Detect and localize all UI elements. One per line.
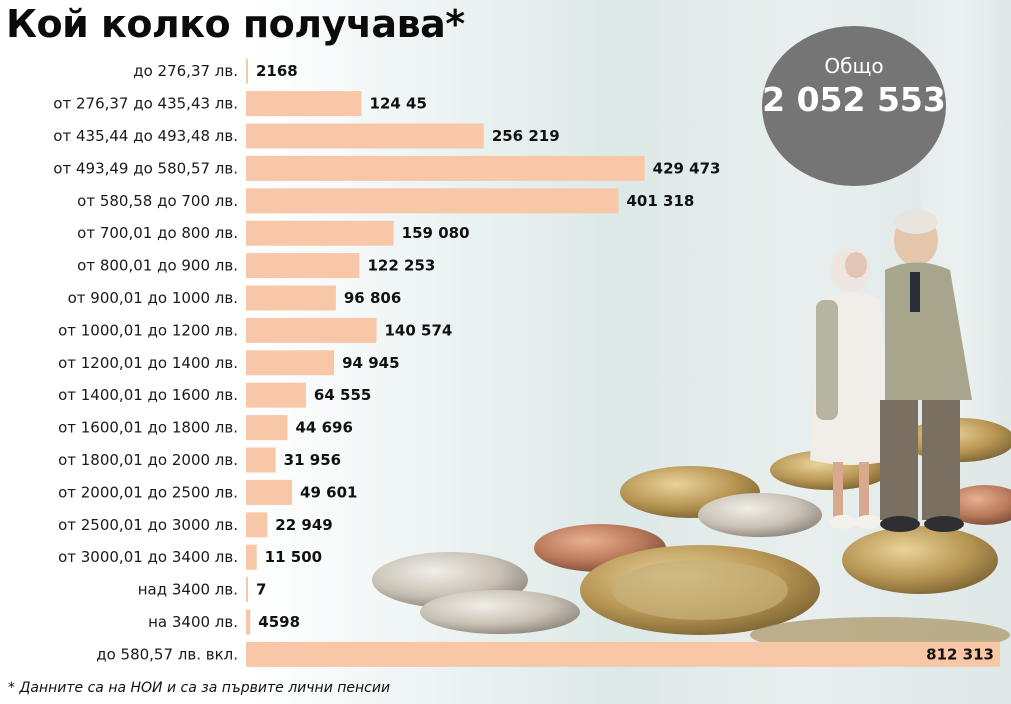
bar xyxy=(246,350,335,376)
category-label: от 435,44 до 493,48 лв. xyxy=(53,127,238,145)
value-label: 7 xyxy=(256,581,266,599)
value-label: 122 253 xyxy=(367,257,435,275)
bar xyxy=(246,155,645,181)
value-label: 256 219 xyxy=(492,127,560,145)
total-value: 2 052 553 xyxy=(762,80,946,119)
value-label: 31 956 xyxy=(284,451,341,469)
category-label: от 700,01 до 800 лв. xyxy=(77,224,238,242)
category-label: от 493,49 до 580,57 лв. xyxy=(53,159,238,177)
bar xyxy=(246,220,394,246)
category-label: от 1200,01 до 1400 лв. xyxy=(58,354,238,372)
bar xyxy=(246,641,1000,667)
category-label: до 580,57 лв. вкл. xyxy=(96,645,238,663)
category-label: от 580,58 до 700 лв. xyxy=(77,192,238,210)
footnote: * Данните са на НОИ и са за първите личн… xyxy=(8,680,391,696)
total-badge: Общо 2 052 553 xyxy=(762,26,946,186)
value-label: 140 574 xyxy=(384,321,452,339)
bar xyxy=(246,577,248,603)
value-label: 96 806 xyxy=(344,289,401,307)
category-label: от 276,37 до 435,43 лв. xyxy=(53,95,238,113)
bar xyxy=(246,609,251,635)
bar xyxy=(246,512,268,538)
value-label: 124 45 xyxy=(370,95,427,113)
elderly-couple-figurines xyxy=(810,210,972,532)
category-label: на 3400 лв. xyxy=(148,613,238,631)
bar xyxy=(246,415,288,441)
category-label: от 2000,01 до 2500 лв. xyxy=(58,483,238,501)
category-label: от 1400,01 до 1600 лв. xyxy=(58,386,238,404)
value-label: 64 555 xyxy=(314,386,371,404)
category-label: от 1000,01 до 1200 лв. xyxy=(58,321,238,339)
chart-title: Кой колко получава* xyxy=(6,2,465,46)
value-label: 429 473 xyxy=(653,159,721,177)
bar xyxy=(246,317,377,343)
category-label: от 900,01 до 1000 лв. xyxy=(68,289,238,307)
value-label: 2168 xyxy=(256,62,298,80)
category-label: от 1600,01 до 1800 лв. xyxy=(58,419,238,437)
category-label: от 1800,01 до 2000 лв. xyxy=(58,451,238,469)
category-label: до 276,37 лв. xyxy=(133,62,238,80)
category-label: от 2500,01 до 3000 лв. xyxy=(58,516,238,534)
value-label: 4598 xyxy=(258,613,300,631)
value-label: 44 696 xyxy=(295,419,352,437)
bar xyxy=(246,285,336,311)
value-label: 159 080 xyxy=(402,224,470,242)
value-label: 11 500 xyxy=(265,548,322,566)
bar xyxy=(246,58,249,84)
value-label: 401 318 xyxy=(627,192,695,210)
bar xyxy=(246,447,276,473)
bar xyxy=(246,253,360,279)
value-label: 94 945 xyxy=(342,354,399,372)
category-label: от 800,01 до 900 лв. xyxy=(77,257,238,275)
bar xyxy=(246,91,362,117)
total-label: Общо xyxy=(824,54,884,78)
bar xyxy=(246,382,306,408)
value-label: 812 313 xyxy=(926,645,994,663)
value-label: 49 601 xyxy=(300,483,357,501)
category-label: от 3000,01 до 3400 лв. xyxy=(58,548,238,566)
bar xyxy=(246,544,257,570)
bar xyxy=(246,123,484,149)
bar xyxy=(246,188,619,214)
bar xyxy=(246,479,293,505)
value-label: 22 949 xyxy=(275,516,332,534)
category-label: над 3400 лв. xyxy=(138,581,238,599)
